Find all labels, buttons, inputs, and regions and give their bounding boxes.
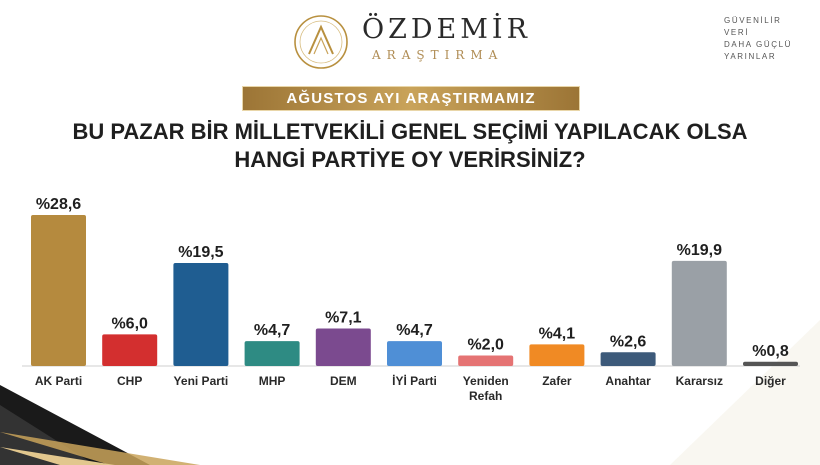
bar xyxy=(671,260,727,366)
category-label: DEM xyxy=(330,374,357,388)
bar xyxy=(31,215,86,366)
bar-value-label: %4,7 xyxy=(254,322,291,339)
category-label: MHP xyxy=(259,374,286,388)
slogan-line: GÜVENİLİR xyxy=(724,16,782,25)
category-label: Zafer xyxy=(542,374,572,388)
bar xyxy=(102,334,158,366)
bar-value-label: %19,5 xyxy=(178,244,223,261)
bar xyxy=(458,355,514,366)
bar xyxy=(600,352,656,366)
bar xyxy=(315,328,371,366)
slogan-line: VERİ xyxy=(724,28,750,37)
category-label: Kararsız xyxy=(676,374,723,388)
bar-value-label: %6,0 xyxy=(111,315,148,332)
category-label: İYİ Parti xyxy=(392,373,437,388)
bar xyxy=(529,344,585,366)
bar xyxy=(743,361,798,366)
bar xyxy=(387,341,442,366)
bar-value-label: %19,9 xyxy=(677,242,722,259)
bar-value-label: %4,7 xyxy=(396,322,433,339)
bar-value-label: %7,1 xyxy=(325,310,362,327)
bar xyxy=(173,263,229,366)
question-line-1: BU PAZAR BİR MİLLETVEKİLİ GENEL SEÇİMİ Y… xyxy=(72,119,748,144)
slogan: GÜVENİLİR VERİ DAHA GÜÇLÜ YARINLAR xyxy=(724,15,814,63)
slogan-line: YARINLAR xyxy=(724,52,777,61)
category-label: CHP xyxy=(117,374,142,388)
slogan-line: DAHA GÜÇLÜ xyxy=(724,40,793,49)
bar-value-label: %4,1 xyxy=(539,325,576,342)
category-label: Yeniden xyxy=(463,374,509,388)
brand-name: ÖZDEMİR xyxy=(362,14,531,45)
category-label: Diğer xyxy=(755,374,786,388)
ozdemir-logo-icon xyxy=(294,15,348,69)
bar-value-label: %2,0 xyxy=(467,336,504,353)
category-label: Anahtar xyxy=(605,374,651,388)
bar-value-label: %2,6 xyxy=(610,333,647,350)
question-line-2: HANGİ PARTİYE OY VERİRSİNİZ? xyxy=(234,147,586,172)
category-label: Yeni Parti xyxy=(174,374,229,388)
bar-value-label: %28,6 xyxy=(36,196,81,213)
survey-question: BU PAZAR BİR MİLLETVEKİLİ GENEL SEÇİMİ Y… xyxy=(40,118,780,174)
survey-banner: AĞUSTOS AYI ARAŞTIRMAMIZ xyxy=(242,86,580,111)
bar xyxy=(244,341,300,366)
bar-value-label: %0,8 xyxy=(752,343,789,360)
category-label: Refah xyxy=(469,389,502,403)
category-label: AK Parti xyxy=(35,374,82,388)
brand-subtitle: ARAŞTIRMA xyxy=(372,48,504,62)
